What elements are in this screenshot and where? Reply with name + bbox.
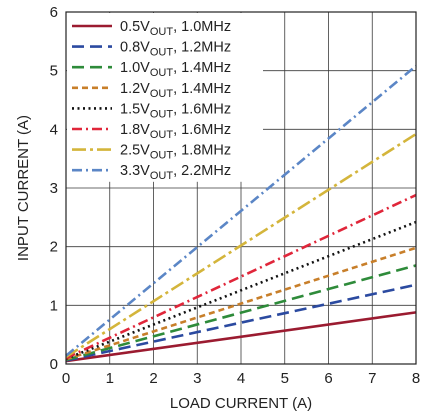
x-tick-label: 7 (368, 370, 376, 387)
series-lines (65, 64, 417, 363)
y-axis-title: INPUT CURRENT (A) (15, 115, 32, 261)
plot-frame (65, 11, 417, 365)
series-line (65, 264, 417, 362)
x-tick-label: 3 (193, 370, 201, 387)
legend-label: 1.5VOUT, 1.6MHz (120, 101, 231, 120)
legend-label: 0.8VOUT, 1.2MHz (120, 40, 231, 59)
legend-label: 1.8VOUT, 1.6MHz (120, 122, 231, 141)
x-tick-label: 6 (324, 370, 332, 387)
series-line (65, 311, 417, 363)
series-line (65, 64, 417, 357)
legend-label: 2.5VOUT, 1.8MHz (120, 143, 231, 162)
series-line (65, 246, 417, 361)
legend-label: 1.0VOUT, 1.4MHz (120, 60, 231, 79)
y-tick-label: 2 (50, 239, 58, 256)
y-tick-label: 1 (50, 297, 58, 314)
y-tick-label: 0 (50, 356, 58, 373)
series-line (65, 283, 417, 362)
legend-background (67, 13, 263, 182)
x-tick-label: 2 (149, 370, 157, 387)
x-tick-label: 5 (281, 370, 289, 387)
y-tick-label: 6 (50, 4, 58, 21)
series-line (65, 193, 417, 360)
legend-label: 0.5VOUT, 1.0MHz (120, 19, 231, 38)
series-line (65, 220, 417, 360)
y-tick-label: 5 (50, 63, 58, 80)
x-axis-title: LOAD CURRENT (A) (170, 395, 312, 412)
x-tick-label: 8 (412, 370, 420, 387)
x-tick-label: 1 (106, 370, 114, 387)
legend-label: 3.3VOUT, 2.2MHz (120, 163, 231, 182)
legend-label: 1.2VOUT, 1.4MHz (120, 81, 231, 100)
y-tick-label: 4 (50, 121, 58, 138)
x-tick-label: 0 (62, 370, 70, 387)
series-line (65, 132, 417, 359)
x-tick-label: 4 (237, 370, 245, 387)
tick-labels: 0 1 2 3 4 5 6 7 8 0 1 2 3 4 5 6 (50, 4, 421, 387)
y-tick-label: 3 (50, 180, 58, 197)
